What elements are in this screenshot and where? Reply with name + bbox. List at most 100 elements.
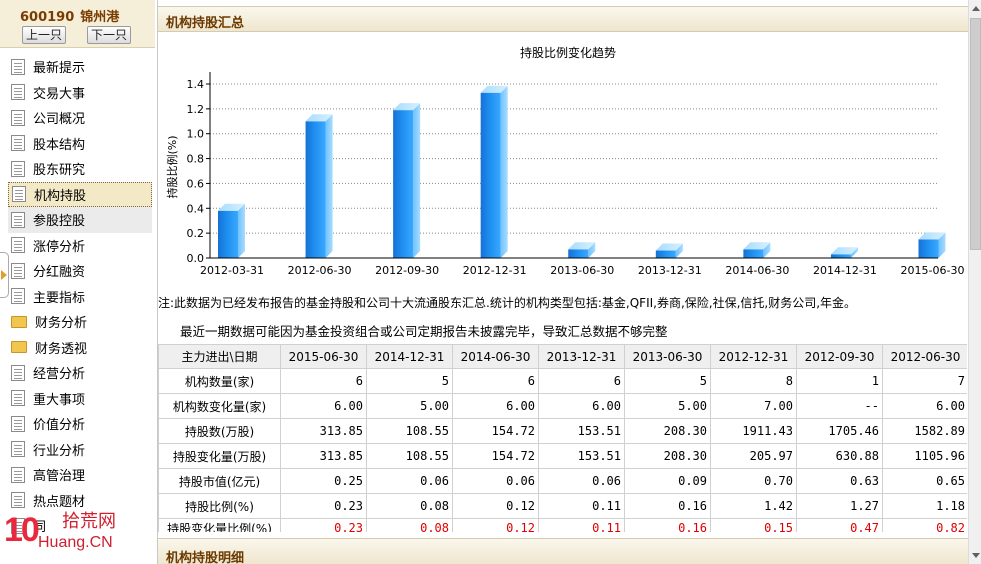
table-cell: -- bbox=[796, 393, 883, 419]
folder-icon bbox=[11, 315, 27, 328]
chart-y-ticks: 0.0 0.2 0.4 0.6 0.8 1.0 1.2 1.4 bbox=[187, 78, 210, 265]
table-cell: 6.00 bbox=[452, 393, 539, 419]
table-cell: 108.55 bbox=[366, 443, 453, 469]
sidebar-item-label: 股本结构 bbox=[33, 137, 86, 153]
table-column-header[interactable]: 2012-12-31 bbox=[710, 344, 797, 369]
sidebar-item-label: 同 bbox=[33, 520, 47, 536]
scroll-down-arrow-icon[interactable] bbox=[969, 548, 981, 562]
table-cell: 5.00 bbox=[624, 393, 711, 419]
sidebar-item-label: 价值分析 bbox=[33, 418, 86, 434]
sidebar-item[interactable]: 高管治理 bbox=[0, 462, 155, 488]
table-cell: 6.00 bbox=[538, 393, 625, 419]
table-column-header[interactable]: 2014-12-31 bbox=[366, 344, 453, 369]
table-cell: 153.51 bbox=[538, 418, 625, 444]
chart-y-tick-label: 0.6 bbox=[187, 177, 205, 190]
sidebar-item[interactable]: 财务透视 bbox=[0, 335, 155, 361]
table-cell: 0.12 bbox=[452, 493, 539, 519]
sidebar-item[interactable]: 同 bbox=[0, 513, 155, 539]
sidebar-item[interactable]: 价值分析 bbox=[0, 411, 155, 437]
sidebar-item[interactable]: 参股控股 bbox=[8, 207, 152, 233]
scroll-up-arrow-icon[interactable] bbox=[969, 2, 981, 16]
sidebar-item[interactable]: 行业分析 bbox=[0, 437, 155, 463]
table-corner-header: 主力进出\日期 bbox=[158, 344, 281, 369]
table-cell: 5.00 bbox=[366, 393, 453, 419]
chart-x-tick-label: 2014-06-30 bbox=[725, 264, 789, 277]
sidebar-item[interactable]: 股本结构 bbox=[0, 131, 155, 157]
sidebar-item[interactable]: 交易大事 bbox=[0, 80, 155, 106]
prev-stock-button[interactable]: 上一只 bbox=[22, 26, 66, 44]
chart-y-tick-label: 0.0 bbox=[187, 252, 205, 265]
table-row-label: 持股市值(亿元) bbox=[158, 468, 281, 494]
sidebar-item-label: 财务透视 bbox=[35, 341, 88, 357]
chart-y-tick-label: 1.0 bbox=[187, 128, 205, 141]
chart-y-tick-label: 0.8 bbox=[187, 153, 205, 166]
chart-bar bbox=[743, 242, 771, 258]
table-cell: 0.70 bbox=[710, 468, 797, 494]
table-row: 持股市值(亿元) 0.25 0.06 0.06 0.06 0.09 0.70 0.63 0.65 bbox=[158, 468, 967, 494]
sidebar-item-label: 重大事项 bbox=[33, 392, 86, 408]
table-cell: 6 bbox=[452, 368, 539, 394]
chart-bar bbox=[393, 103, 421, 258]
sidebar-item[interactable]: 重大事项 bbox=[0, 386, 155, 412]
sidebar-item[interactable]: 热点题材 bbox=[0, 488, 155, 514]
sidebar-item[interactable]: 股东研究 bbox=[0, 156, 155, 182]
watermark-number: 10 bbox=[4, 511, 40, 549]
vertical-scrollbar[interactable] bbox=[968, 0, 981, 564]
table-column-header[interactable]: 2013-12-31 bbox=[538, 344, 625, 369]
table-cell: 1105.96 bbox=[882, 443, 967, 469]
watermark-logo: 10 拾荒网 Huang.CN bbox=[4, 510, 144, 560]
table-cell: 0.16 bbox=[624, 493, 711, 519]
chart-bars bbox=[218, 85, 946, 259]
sidebar-item[interactable]: 财务分析 bbox=[0, 309, 155, 335]
sidebar-item[interactable]: 涨停分析 bbox=[0, 233, 155, 259]
chart-bar bbox=[918, 232, 946, 258]
sidebar-item[interactable]: 经营分析 bbox=[0, 360, 155, 386]
sub-section-title: 机构持股明细 bbox=[166, 551, 245, 564]
sub-section-header: 机构持股明细 bbox=[158, 538, 968, 564]
doc-icon bbox=[11, 58, 25, 75]
doc-icon bbox=[11, 390, 25, 407]
sidebar-item-label: 股东研究 bbox=[33, 163, 86, 179]
table-row: 持股比例(%) 0.23 0.08 0.12 0.11 0.16 1.42 1.27 1.18 bbox=[158, 493, 967, 519]
table-cell: 0.65 bbox=[882, 468, 967, 494]
chart-y-axis-label: 持股比例(%) bbox=[165, 135, 179, 198]
table-column-header[interactable]: 2014-06-30 bbox=[452, 344, 539, 369]
chart-bar bbox=[568, 242, 596, 258]
collapse-handle[interactable] bbox=[0, 252, 9, 298]
next-stock-button[interactable]: 下一只 bbox=[87, 26, 131, 44]
watermark-cn: 拾荒网 bbox=[62, 511, 116, 532]
table-cell: 6 bbox=[538, 368, 625, 394]
chart-y-tick-label: 1.4 bbox=[187, 78, 205, 91]
chart-x-tick-label: 2015-06-30 bbox=[901, 264, 965, 277]
sidebar-item[interactable]: 最新提示 bbox=[0, 54, 155, 80]
table-cell: 0.08 bbox=[366, 518, 453, 532]
table-row: 持股变化量比例(%) 0.23 0.08 0.12 0.11 0.16 0.15 0.47 0.… bbox=[158, 518, 967, 532]
chart-x-tick-label: 2012-03-31 bbox=[200, 264, 264, 277]
sidebar-item[interactable]: 主要指标 bbox=[0, 284, 155, 310]
doc-icon bbox=[11, 237, 25, 254]
table-cell: 1582.89 bbox=[882, 418, 967, 444]
sidebar: 600190 锦州港 上一只 下一只 最新提示交易大事 公司概况股本结构股东研究机构… bbox=[0, 0, 155, 564]
chart-bar bbox=[655, 243, 683, 258]
table-column-header[interactable]: 2015-06-30 bbox=[280, 344, 367, 369]
table-cell: 313.85 bbox=[280, 418, 367, 444]
folder-icon bbox=[11, 341, 27, 354]
scrollbar-thumb[interactable] bbox=[970, 18, 981, 250]
table-cell: 8 bbox=[710, 368, 797, 394]
table-cell: 1.27 bbox=[796, 493, 883, 519]
table-row-label: 持股变化量(万股) bbox=[158, 443, 281, 469]
sidebar-item[interactable]: 机构持股 bbox=[8, 181, 152, 207]
table-cell: 208.30 bbox=[624, 443, 711, 469]
table-cell: 1 bbox=[796, 368, 883, 394]
stock-title: 600190 锦州港 bbox=[20, 6, 119, 25]
sidebar-item-label: 最新提示 bbox=[33, 61, 86, 77]
table-row-label: 持股比例(%) bbox=[158, 493, 281, 519]
table-cell: 1.42 bbox=[710, 493, 797, 519]
table-column-header[interactable]: 2012-09-30 bbox=[796, 344, 883, 369]
sidebar-item[interactable]: 公司概况 bbox=[0, 105, 155, 131]
table-column-header[interactable]: 2013-06-30 bbox=[624, 344, 711, 369]
doc-icon bbox=[11, 262, 25, 279]
table-column-header[interactable]: 2012-06-30 bbox=[882, 344, 967, 369]
sidebar-item[interactable]: 分红融资 bbox=[0, 258, 155, 284]
sidebar-item-label: 分红融资 bbox=[33, 265, 86, 281]
